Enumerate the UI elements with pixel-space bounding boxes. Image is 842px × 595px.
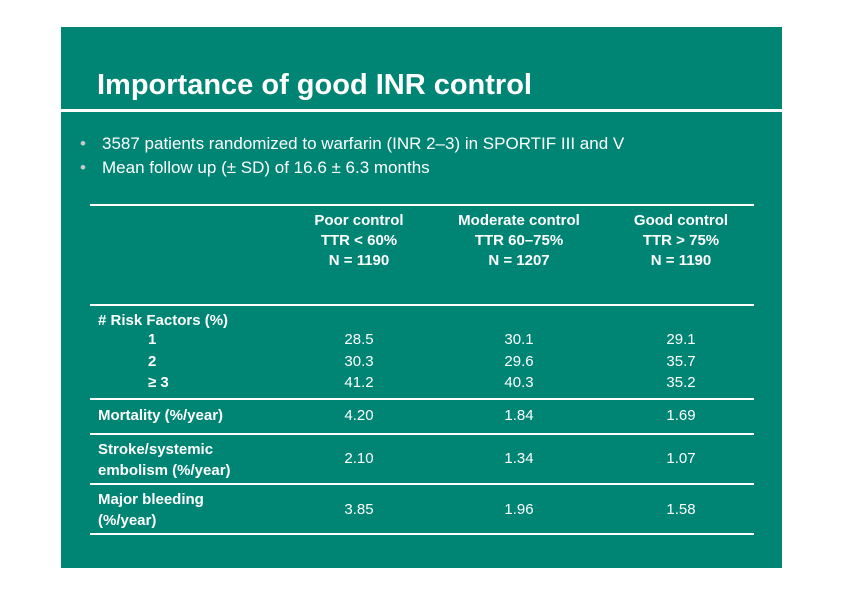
table-rule-top bbox=[90, 204, 754, 206]
column-header-line: TTR 60–75% bbox=[474, 232, 564, 249]
column-header-line: TTR < 60% bbox=[320, 232, 398, 249]
bullet-item: • 3587 patients randomized to warfarin (I… bbox=[80, 132, 624, 156]
title-divider bbox=[61, 109, 782, 112]
table-cell: 35.7 bbox=[666, 353, 696, 370]
column-header-line: Good control bbox=[633, 212, 729, 229]
table-cell: 30.1 bbox=[504, 331, 534, 348]
bullet-list: • 3587 patients randomized to warfarin (I… bbox=[80, 132, 624, 180]
risk-row-label: 1 bbox=[148, 331, 157, 348]
table-rule-header bbox=[90, 304, 754, 306]
table-cell: 2.10 bbox=[344, 450, 374, 467]
bullet-text: 3587 patients randomized to warfarin (IN… bbox=[102, 134, 625, 153]
column-header-line: Moderate control bbox=[458, 212, 580, 229]
table-rule bbox=[90, 398, 754, 400]
table-cell: 1.69 bbox=[666, 407, 696, 424]
column-header-line: N = 1190 bbox=[328, 252, 390, 269]
table-cell: 1.34 bbox=[504, 450, 534, 467]
stroke-label-line: embolism (%/year) bbox=[98, 462, 231, 479]
risk-factors-label: # Risk Factors (%) bbox=[98, 312, 229, 329]
table-cell: 1.58 bbox=[666, 501, 696, 518]
table-cell: 1.07 bbox=[666, 450, 696, 467]
stroke-label-line: Stroke/systemic bbox=[98, 441, 214, 458]
table-rule bbox=[90, 433, 754, 435]
bleeding-label: Major bleeding (%/year) bbox=[98, 489, 204, 531]
table-rule-bottom bbox=[90, 533, 754, 535]
table-cell: 29.1 bbox=[666, 331, 696, 348]
bullet-dot-icon: • bbox=[80, 158, 86, 177]
column-header-moderate: Moderate control TTR 60–75% N = 1207 bbox=[438, 211, 600, 271]
mortality-label: Mortality (%/year) bbox=[98, 407, 224, 424]
column-header-line: TTR > 75% bbox=[642, 232, 720, 249]
column-header-line: Poor control bbox=[314, 212, 404, 229]
column-header-good: Good control TTR > 75% N = 1190 bbox=[615, 211, 747, 271]
table-cell: 41.2 bbox=[344, 374, 374, 391]
column-header-line: N = 1190 bbox=[650, 252, 712, 269]
table-cell: 4.20 bbox=[344, 407, 374, 424]
table-rule bbox=[90, 483, 754, 485]
risk-row-label: ≥ 3 bbox=[148, 374, 169, 391]
table-cell: 30.3 bbox=[344, 353, 374, 370]
bleeding-label-line: Major bleeding bbox=[98, 491, 204, 508]
table-cell: 40.3 bbox=[504, 374, 534, 391]
table-cell: 3.85 bbox=[344, 501, 374, 518]
bullet-dot-icon: • bbox=[80, 134, 86, 153]
table-cell: 35.2 bbox=[666, 374, 696, 391]
bleeding-label-line: (%/year) bbox=[98, 512, 157, 529]
table-cell: 28.5 bbox=[344, 331, 374, 348]
stroke-label: Stroke/systemic embolism (%/year) bbox=[98, 439, 231, 481]
column-header-poor: Poor control TTR < 60% N = 1190 bbox=[303, 211, 415, 271]
table-cell: 29.6 bbox=[504, 353, 534, 370]
table-cell: 1.96 bbox=[504, 501, 534, 518]
risk-row-label: 2 bbox=[148, 353, 157, 370]
bullet-text: Mean follow up (± SD) of 16.6 ± 6.3 mont… bbox=[102, 158, 430, 177]
slide-title: Importance of good INR control bbox=[97, 69, 532, 101]
slide: Importance of good INR control • 3587 pat… bbox=[61, 27, 782, 568]
table-cell: 1.84 bbox=[504, 407, 534, 424]
column-header-line: N = 1207 bbox=[488, 252, 550, 269]
bullet-item: • Mean follow up (± SD) of 16.6 ± 6.3 mon… bbox=[80, 156, 624, 180]
